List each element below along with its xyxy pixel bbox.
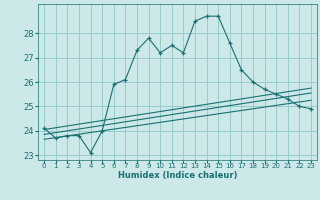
X-axis label: Humidex (Indice chaleur): Humidex (Indice chaleur) [118, 171, 237, 180]
